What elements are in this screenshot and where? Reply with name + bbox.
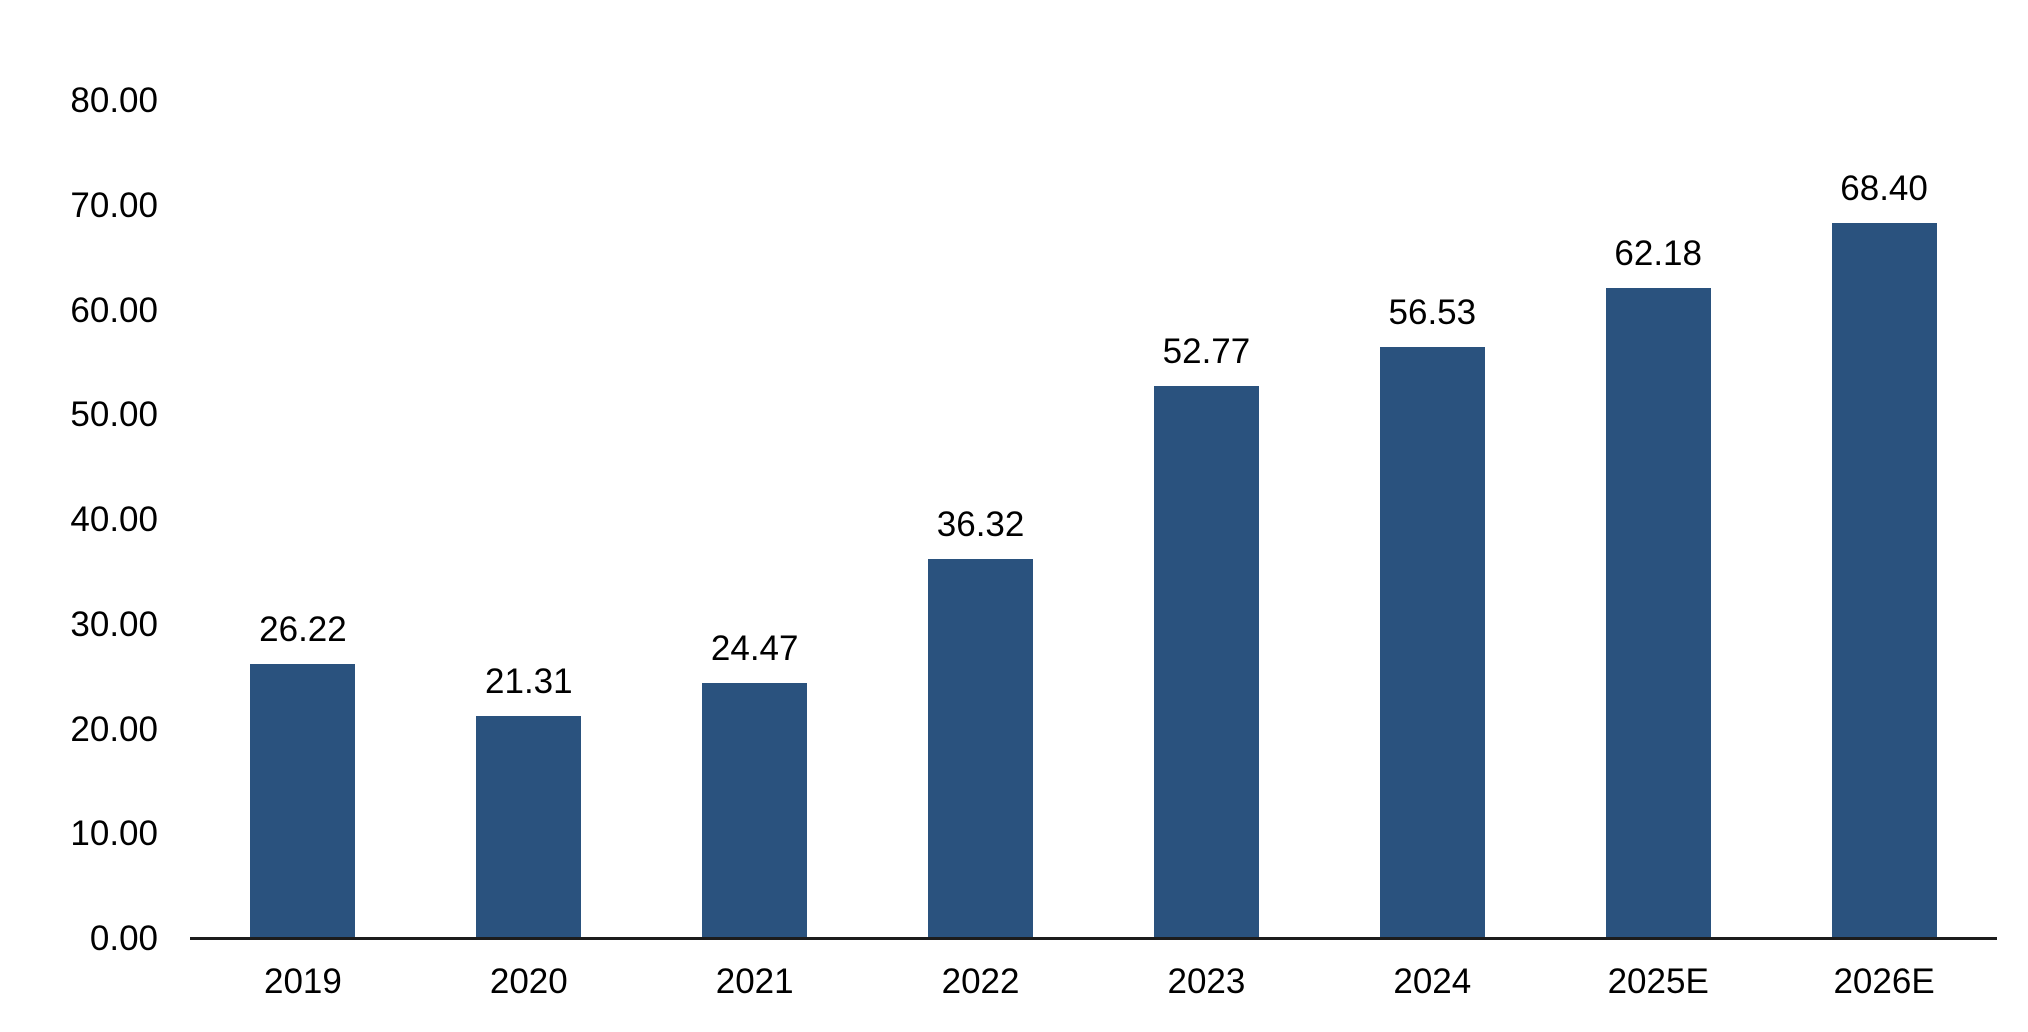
bar — [1379, 346, 1485, 939]
x-axis-tick-label: 2019 — [264, 962, 342, 1001]
y-axis-tick-label: 20.00 — [70, 709, 158, 749]
y-axis-tick-label: 70.00 — [70, 185, 158, 225]
bar — [928, 558, 1034, 939]
bar — [476, 715, 582, 939]
bar-value-label: 56.53 — [1388, 292, 1477, 332]
bar — [1831, 222, 1937, 939]
bar-value-label: 21.31 — [485, 661, 573, 701]
bar-value-label: 24.47 — [710, 628, 799, 668]
y-axis-tick-label: 50.00 — [70, 395, 158, 435]
x-axis-tick-label: 2022 — [941, 962, 1020, 1001]
x-axis-tick-label: 2021 — [715, 962, 794, 1001]
y-axis-tick-label: 30.00 — [70, 604, 158, 644]
y-axis-tick-label: 0.00 — [89, 919, 158, 958]
bar-value-label: 36.32 — [936, 504, 1025, 544]
x-axis-tick-label: 2023 — [1167, 962, 1246, 1001]
x-axis-tick-label: 2020 — [489, 962, 568, 1001]
x-axis-line — [190, 937, 1997, 940]
x-axis-tick-label: 2024 — [1393, 962, 1472, 1001]
bar-value-label: 52.77 — [1162, 332, 1251, 372]
bar — [250, 664, 356, 939]
bar-value-label: 26.22 — [259, 610, 347, 650]
x-axis-tick-label: 2025E — [1607, 962, 1709, 1001]
bar — [1605, 287, 1711, 939]
bar — [702, 682, 808, 939]
y-axis-tick-label: 80.00 — [70, 81, 158, 120]
y-axis-tick-label: 10.00 — [70, 814, 158, 854]
bar — [1153, 386, 1259, 939]
bar-value-label: 62.18 — [1614, 233, 1702, 273]
y-axis-tick-label: 40.00 — [70, 500, 158, 539]
bar-value-label: 68.40 — [1840, 168, 1928, 208]
y-axis-tick-label: 60.00 — [70, 290, 158, 330]
x-axis-tick-label: 2026E — [1833, 962, 1935, 1001]
